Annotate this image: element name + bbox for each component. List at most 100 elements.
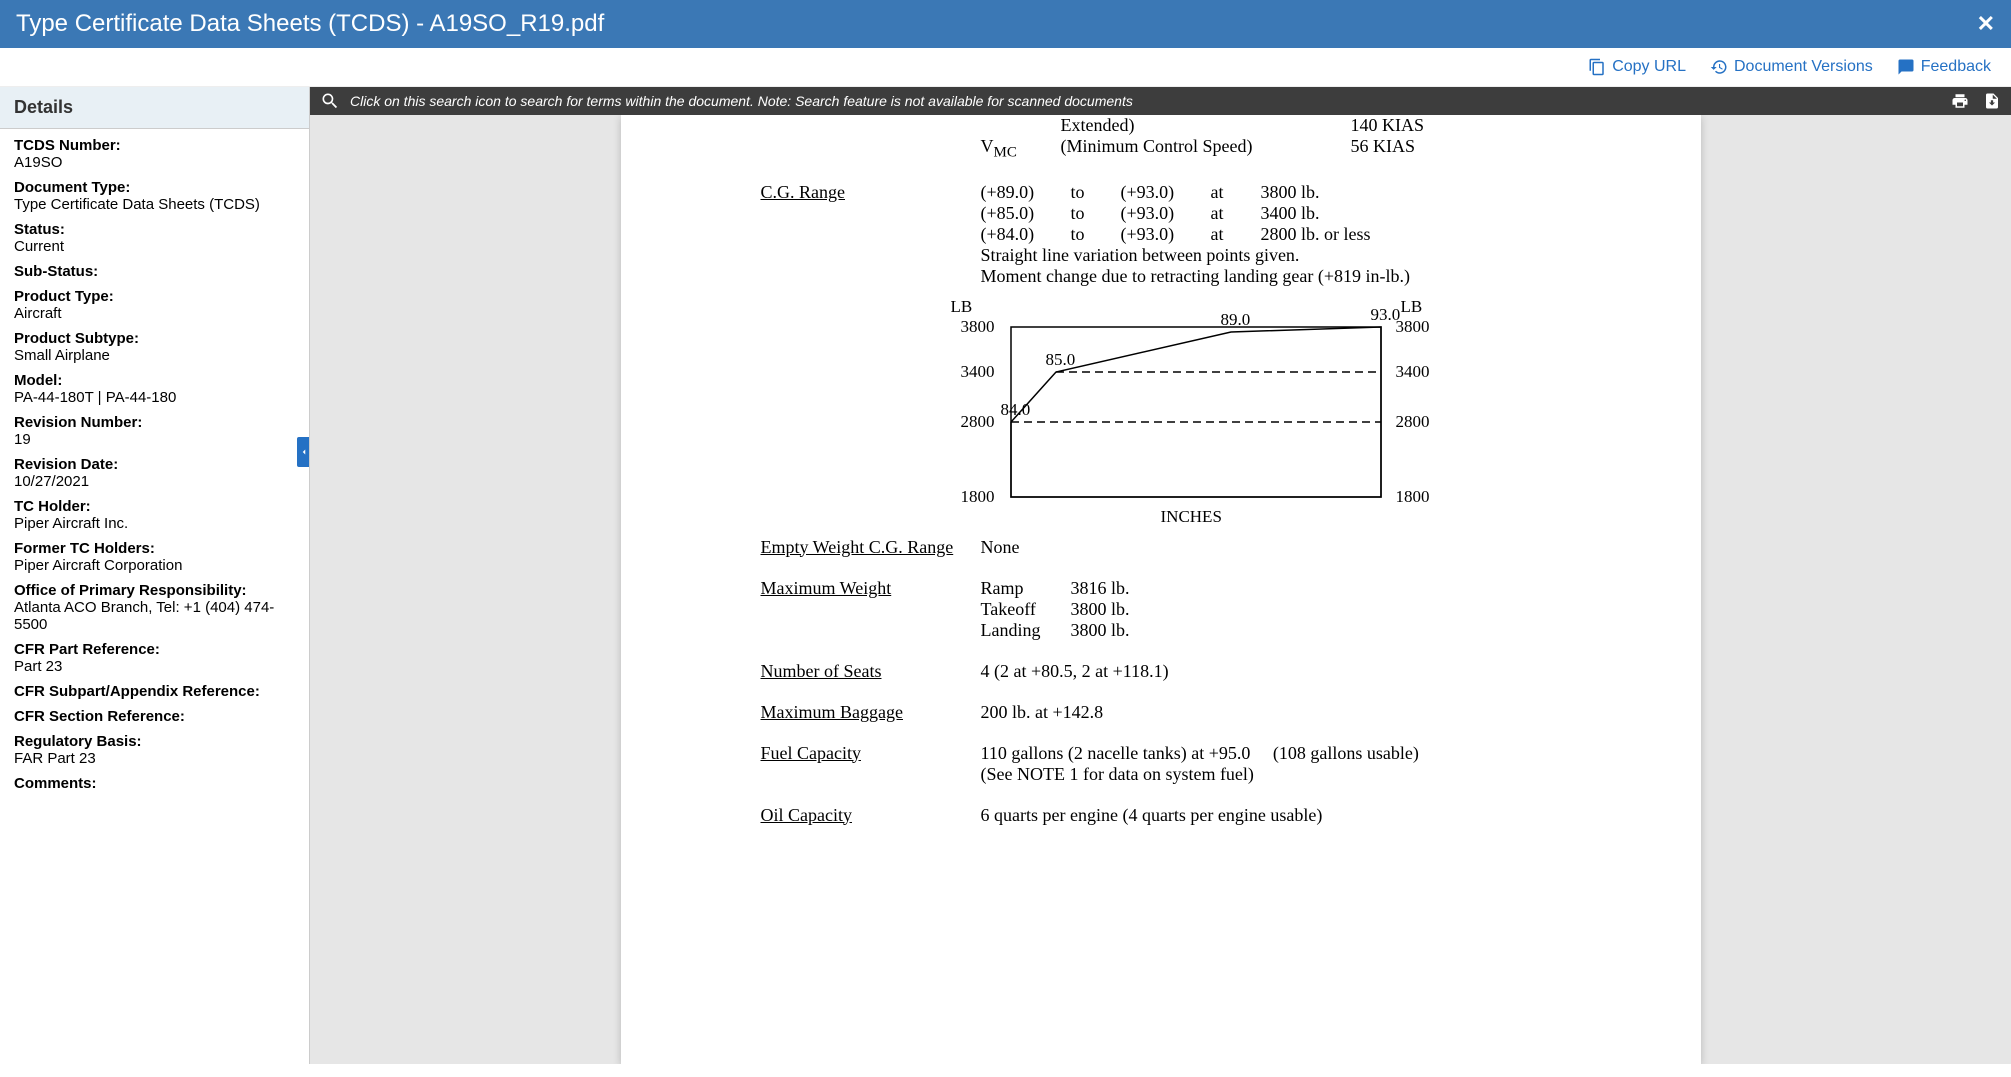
detail-label: TCDS Number: — [14, 137, 295, 154]
max-weight-row: Landing3800 lb. — [981, 620, 1621, 641]
detail-label: Regulatory Basis: — [14, 733, 295, 750]
detail-value: Piper Aircraft Inc. — [14, 515, 295, 532]
cg-cell: 2800 lb. or less — [1261, 224, 1371, 245]
detail-label: Product Subtype: — [14, 330, 295, 347]
feedback-button[interactable]: Feedback — [1897, 58, 1991, 76]
cg-cell: at — [1211, 203, 1261, 224]
max-weight-key: Landing — [981, 620, 1071, 641]
chart-ytick-left: 3400 — [961, 362, 995, 382]
detail-item: Revision Date:10/27/2021 — [0, 448, 309, 490]
search-icon[interactable] — [320, 91, 340, 111]
speed-symbol — [981, 115, 1061, 136]
detail-value: Piper Aircraft Corporation — [14, 557, 295, 574]
detail-value: FAR Part 23 — [14, 750, 295, 767]
fuel-value-1: 110 gallons (2 nacelle tanks) at +95.0 — [981, 743, 1251, 763]
detail-label: Former TC Holders: — [14, 540, 295, 557]
fuel-value-1b: (108 gallons usable) — [1273, 743, 1419, 763]
modal-header: Type Certificate Data Sheets (TCDS) - A1… — [0, 0, 2011, 48]
max-weight-val: 3800 lb. — [1071, 620, 1130, 641]
cg-cell: to — [1071, 224, 1121, 245]
detail-value: PA-44-180T | PA-44-180 — [14, 389, 295, 406]
detail-item: Status:Current — [0, 213, 309, 255]
print-icon[interactable] — [1951, 92, 1969, 110]
oil-value: 6 quarts per engine (4 quarts per engine… — [981, 805, 1621, 826]
detail-item: Comments: — [0, 767, 309, 792]
detail-value: Current — [14, 238, 295, 255]
chart-ytick-left: 2800 — [961, 412, 995, 432]
chart-ytick-right: 2800 — [1396, 412, 1430, 432]
empty-weight-label: Empty Weight C.G. Range — [761, 537, 981, 558]
detail-label: Document Type: — [14, 179, 295, 196]
detail-item: Product Subtype:Small Airplane — [0, 322, 309, 364]
fuel-value-2: (See NOTE 1 for data on system fuel) — [981, 764, 1621, 785]
chart-point-label: 85.0 — [1046, 350, 1076, 370]
document-versions-button[interactable]: Document Versions — [1710, 58, 1873, 76]
max-weight-key: Ramp — [981, 578, 1071, 599]
max-weight-val: 3816 lb. — [1071, 578, 1130, 599]
detail-item: CFR Part Reference:Part 23 — [0, 633, 309, 675]
cg-range-label: C.G. Range — [761, 182, 981, 287]
copy-url-button[interactable]: Copy URL — [1588, 58, 1686, 76]
detail-item: CFR Subpart/Appendix Reference: — [0, 675, 309, 700]
chevron-left-icon — [299, 447, 309, 457]
max-weight-key: Takeoff — [981, 599, 1071, 620]
cg-cell: to — [1071, 182, 1121, 203]
detail-item: Sub-Status: — [0, 255, 309, 280]
detail-label: Sub-Status: — [14, 263, 295, 280]
cg-cell: to — [1071, 203, 1121, 224]
close-icon[interactable]: ✕ — [1977, 11, 1995, 37]
detail-item: Regulatory Basis:FAR Part 23 — [0, 725, 309, 767]
speed-desc: Extended) — [1061, 115, 1351, 136]
detail-item: Office of Primary Responsibility:Atlanta… — [0, 574, 309, 633]
cg-cell: at — [1211, 182, 1261, 203]
chart-point-label: 89.0 — [1221, 310, 1251, 330]
history-icon — [1710, 58, 1728, 76]
speed-row: VMC(Minimum Control Speed)56 KIAS — [761, 136, 1621, 162]
cg-row: (+85.0)to(+93.0)at3400 lb. — [981, 203, 1621, 224]
detail-label: CFR Part Reference: — [14, 641, 295, 658]
chat-icon — [1897, 58, 1915, 76]
clipboard-icon — [1588, 58, 1606, 76]
detail-label: Revision Date: — [14, 456, 295, 473]
detail-item: TCDS Number:A19SO — [0, 129, 309, 171]
chart-ytick-left: 1800 — [961, 487, 995, 507]
chart-ytick-right: 3800 — [1396, 317, 1430, 337]
viewer-toolbar: Click on this search icon to search for … — [310, 87, 2011, 115]
detail-label: CFR Subpart/Appendix Reference: — [14, 683, 295, 700]
collapse-sidebar-button[interactable] — [297, 437, 310, 467]
cg-envelope-chart: LB LB 3800380034003400280028001800180084… — [941, 297, 1441, 527]
detail-item: Revision Number:19 — [0, 406, 309, 448]
detail-item: Product Type:Aircraft — [0, 280, 309, 322]
speed-value: 140 KIAS — [1351, 115, 1425, 136]
cg-row: (+84.0)to(+93.0)at2800 lb. or less — [981, 224, 1621, 245]
download-icon[interactable] — [1983, 92, 2001, 110]
detail-value: Part 23 — [14, 658, 295, 675]
details-sidebar: Details TCDS Number:A19SODocument Type:T… — [0, 87, 310, 1064]
chart-point-label: 93.0 — [1371, 305, 1401, 325]
seats-label: Number of Seats — [761, 661, 981, 682]
max-weight-row: Ramp3816 lb. — [981, 578, 1621, 599]
feedback-label: Feedback — [1921, 58, 1991, 76]
detail-label: TC Holder: — [14, 498, 295, 515]
detail-value: Small Airplane — [14, 347, 295, 364]
action-bar: Copy URL Document Versions Feedback — [0, 48, 2011, 87]
cg-row: (+89.0)to(+93.0)at3800 lb. — [981, 182, 1621, 203]
detail-label: Revision Number: — [14, 414, 295, 431]
max-weight-val: 3800 lb. — [1071, 599, 1130, 620]
detail-label: CFR Section Reference: — [14, 708, 295, 725]
cg-note: Moment change due to retracting landing … — [981, 266, 1621, 287]
detail-value: Aircraft — [14, 305, 295, 322]
detail-label: Office of Primary Responsibility: — [14, 582, 295, 599]
document-scroll-area[interactable]: Extended)140 KIASVMC(Minimum Control Spe… — [310, 115, 2011, 1064]
detail-label: Model: — [14, 372, 295, 389]
seats-value: 4 (2 at +80.5, 2 at +118.1) — [981, 661, 1621, 682]
speed-desc: (Minimum Control Speed) — [1061, 136, 1351, 162]
chart-ytick-right: 1800 — [1396, 487, 1430, 507]
empty-weight-value: None — [981, 537, 1621, 558]
oil-label: Oil Capacity — [761, 805, 981, 826]
max-weight-row: Takeoff3800 lb. — [981, 599, 1621, 620]
fuel-label: Fuel Capacity — [761, 743, 981, 785]
detail-value: Type Certificate Data Sheets (TCDS) — [14, 196, 295, 213]
max-weight-label: Maximum Weight — [761, 578, 981, 641]
detail-value: 10/27/2021 — [14, 473, 295, 490]
